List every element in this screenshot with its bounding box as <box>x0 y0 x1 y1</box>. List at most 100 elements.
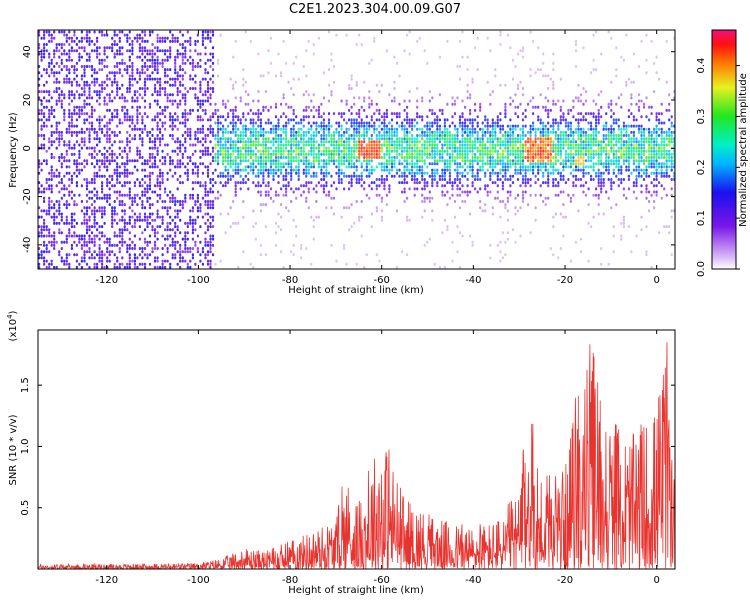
heat-cell <box>85 159 89 163</box>
heat-cell <box>476 171 479 175</box>
heat-cell <box>234 124 237 128</box>
heat-cell <box>224 143 227 147</box>
heat-cell <box>267 174 270 178</box>
heat-cell <box>153 137 157 141</box>
heat-cell <box>244 168 247 172</box>
heat-cell <box>133 137 136 141</box>
heat-cell <box>232 55 235 59</box>
heat-cell <box>340 149 343 153</box>
heat-cell <box>171 36 174 40</box>
heat-cell <box>514 140 517 144</box>
heat-cell <box>80 105 83 109</box>
heat-cell <box>204 90 207 94</box>
heat-cell <box>494 171 497 175</box>
heat-cell <box>103 58 106 62</box>
heat-cell <box>446 165 449 169</box>
heat-cell <box>458 156 462 159</box>
heat-cell <box>532 168 535 172</box>
heat-cell <box>499 259 502 263</box>
heat-cell <box>378 162 381 166</box>
heat-cell <box>514 152 517 156</box>
heat-cell <box>68 127 71 131</box>
heat-cell <box>159 77 162 81</box>
heat-cell <box>395 152 399 156</box>
heat-cell <box>194 200 197 203</box>
heat-cell <box>118 52 121 56</box>
heat-cell <box>446 152 449 156</box>
heat-cell <box>471 140 474 144</box>
heat-cell <box>111 243 114 247</box>
heat-cell <box>189 215 192 219</box>
heat-cell <box>88 218 91 222</box>
heat-cell <box>466 96 469 100</box>
heat-cell <box>423 209 426 213</box>
heat-cell <box>143 159 147 163</box>
heat-cell <box>73 146 76 150</box>
heat-cell <box>143 87 147 90</box>
heat-cell <box>151 127 154 131</box>
heat-cell <box>416 112 419 116</box>
heat-cell <box>63 240 66 244</box>
heat-cell <box>85 200 89 203</box>
heat-cell <box>131 247 134 250</box>
heat-cell <box>176 212 179 216</box>
heat-cell <box>189 112 192 116</box>
heat-cell <box>443 159 446 163</box>
heat-cell <box>201 99 204 103</box>
heat-cell <box>547 168 550 172</box>
heat-cell <box>549 143 552 147</box>
heat-cell <box>136 99 139 103</box>
heat-cell <box>204 212 207 216</box>
heat-cell <box>476 134 479 137</box>
heat-cell <box>340 162 343 166</box>
heat-cell <box>146 87 149 90</box>
heat-cell <box>403 190 406 194</box>
heat-cell <box>511 181 515 185</box>
heat-cell <box>479 168 482 172</box>
heat-cell <box>264 159 267 163</box>
heat-cell <box>85 218 89 222</box>
heat-cell <box>388 152 391 156</box>
heat-cell <box>70 212 73 216</box>
heat-cell <box>264 156 267 159</box>
heat-cell <box>264 165 267 169</box>
heat-cell <box>322 140 325 144</box>
heat-cell <box>40 168 43 172</box>
heat-cell <box>345 102 348 106</box>
heat-cell <box>509 102 512 106</box>
heat-cell <box>416 178 419 181</box>
heat-cell <box>88 247 91 250</box>
heat-cell <box>78 171 81 175</box>
heat-cell <box>448 156 451 159</box>
heat-cell <box>350 178 353 181</box>
heat-cell <box>103 234 106 238</box>
heat-cell <box>491 121 494 125</box>
heat-cell <box>128 90 131 94</box>
heat-cell <box>423 159 426 163</box>
heat-cell <box>60 215 63 219</box>
heat-cell <box>532 140 535 144</box>
heat-cell <box>229 130 232 134</box>
heat-cell <box>50 96 53 100</box>
heat-cell <box>285 130 288 134</box>
heat-cell <box>166 58 169 62</box>
heat-cell <box>58 200 61 203</box>
heat-cell <box>184 234 187 238</box>
heat-cell <box>390 168 394 172</box>
heat-cell <box>428 149 431 153</box>
heat-cell <box>222 143 225 147</box>
heat-cell <box>325 181 328 185</box>
heat-cell <box>363 168 366 172</box>
heat-cell <box>297 162 300 166</box>
heat-cell <box>529 149 532 153</box>
heat-cell <box>277 212 280 216</box>
heat-cell <box>330 206 333 210</box>
heat-cell <box>448 162 451 166</box>
heat-cell <box>461 143 464 147</box>
heat-cell <box>189 250 192 254</box>
heat-cell <box>239 118 242 122</box>
heat-cell <box>191 87 194 90</box>
heat-cell <box>40 184 43 188</box>
heat-cell <box>143 33 147 37</box>
heat-cell <box>156 102 159 106</box>
